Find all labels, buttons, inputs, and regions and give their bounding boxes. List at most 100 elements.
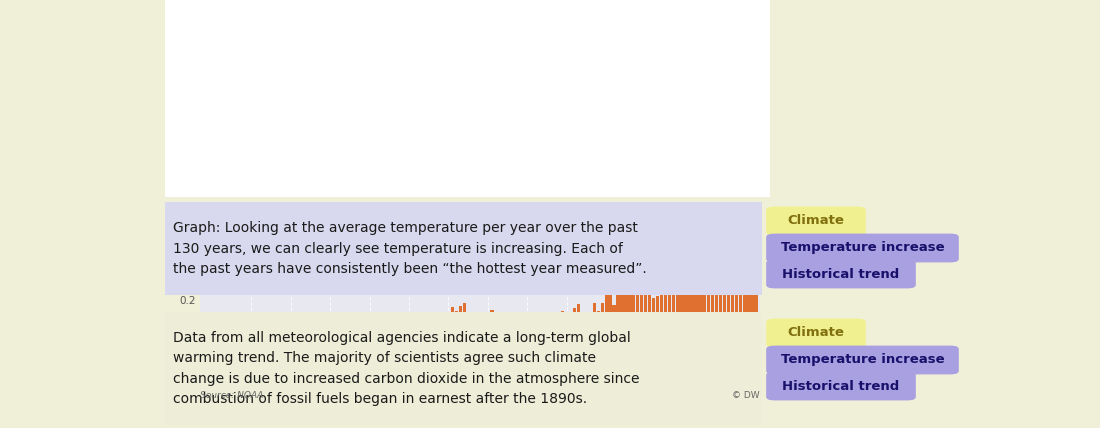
Bar (337, 320, 340, 348)
Bar (549, 320, 552, 323)
Bar (340, 320, 343, 346)
Bar (546, 320, 549, 328)
Bar (214, 320, 218, 328)
Bar (723, 254, 726, 320)
Bar (282, 320, 285, 347)
Bar (320, 320, 323, 344)
Bar (245, 320, 249, 347)
Bar (683, 286, 686, 320)
Bar (332, 320, 336, 343)
Bar (415, 320, 419, 327)
Bar (605, 292, 608, 320)
Bar (711, 257, 714, 320)
Bar (644, 277, 647, 320)
Bar (691, 263, 694, 320)
Bar (210, 320, 213, 336)
Bar (309, 320, 312, 335)
Bar (431, 320, 434, 335)
Bar (502, 320, 505, 329)
Bar (270, 320, 273, 343)
Bar (486, 320, 490, 323)
Bar (230, 320, 233, 354)
Bar (703, 254, 706, 320)
Bar (640, 291, 643, 320)
Bar (262, 320, 265, 351)
Bar (700, 272, 703, 320)
Bar (478, 320, 482, 321)
Bar (407, 320, 410, 329)
Bar (301, 320, 305, 340)
Bar (652, 297, 656, 320)
Bar (660, 288, 663, 320)
Bar (424, 320, 427, 333)
Bar (364, 320, 367, 334)
Bar (593, 303, 596, 320)
Bar (656, 295, 659, 320)
Bar (265, 320, 268, 352)
Bar (526, 318, 529, 320)
Bar (628, 294, 631, 320)
Text: Historical trend: Historical trend (782, 380, 900, 392)
Text: Temperature increase: Temperature increase (781, 354, 944, 366)
Text: Source: NOAA: Source: NOAA (200, 391, 263, 400)
Bar (529, 313, 532, 320)
Bar (466, 313, 470, 320)
Bar (588, 319, 592, 320)
Bar (680, 288, 683, 320)
Bar (352, 320, 355, 344)
Bar (257, 320, 261, 347)
Bar (226, 320, 229, 348)
Bar (462, 303, 466, 320)
Bar (234, 320, 238, 351)
Bar (534, 316, 537, 320)
Bar (521, 315, 525, 320)
Bar (376, 320, 380, 334)
Bar (471, 320, 474, 324)
Bar (565, 316, 569, 320)
Bar (518, 313, 521, 320)
Bar (601, 303, 604, 320)
Bar (620, 292, 624, 320)
Bar (596, 311, 600, 320)
Bar (719, 264, 723, 320)
Bar (569, 320, 572, 322)
Bar (558, 320, 561, 323)
Bar (506, 320, 509, 321)
Bar (510, 320, 514, 330)
Bar (715, 265, 718, 320)
Bar (672, 273, 675, 320)
Bar (218, 320, 221, 331)
Bar (293, 320, 296, 327)
Text: Graph: Looking at the average temperature per year over the past
130 years, we c: Graph: Looking at the average temperatur… (173, 221, 647, 276)
Bar (305, 320, 308, 343)
Bar (735, 259, 738, 320)
Bar (538, 313, 541, 320)
Bar (491, 310, 494, 320)
Bar (663, 281, 667, 320)
Bar (707, 258, 711, 320)
Bar (755, 241, 758, 320)
Bar (613, 305, 616, 320)
Bar (384, 320, 387, 342)
Bar (250, 320, 253, 355)
Bar (514, 314, 517, 320)
Bar (379, 320, 383, 329)
Bar (367, 320, 372, 342)
Text: Climate: Climate (788, 214, 845, 228)
Bar (616, 288, 619, 320)
Bar (392, 320, 395, 323)
Bar (329, 320, 332, 345)
Text: Data from all meteorological agencies indicate a long-term global
warming trend.: Data from all meteorological agencies in… (173, 331, 639, 406)
Bar (253, 320, 257, 342)
Bar (285, 320, 288, 337)
Bar (404, 320, 407, 349)
Bar (297, 320, 300, 333)
Bar (747, 226, 750, 320)
Bar (443, 320, 447, 322)
Bar (742, 232, 746, 320)
Bar (396, 320, 399, 331)
Text: Temperature increase: Temperature increase (781, 241, 944, 255)
Bar (750, 235, 754, 320)
Bar (439, 320, 442, 325)
Bar (349, 320, 352, 331)
